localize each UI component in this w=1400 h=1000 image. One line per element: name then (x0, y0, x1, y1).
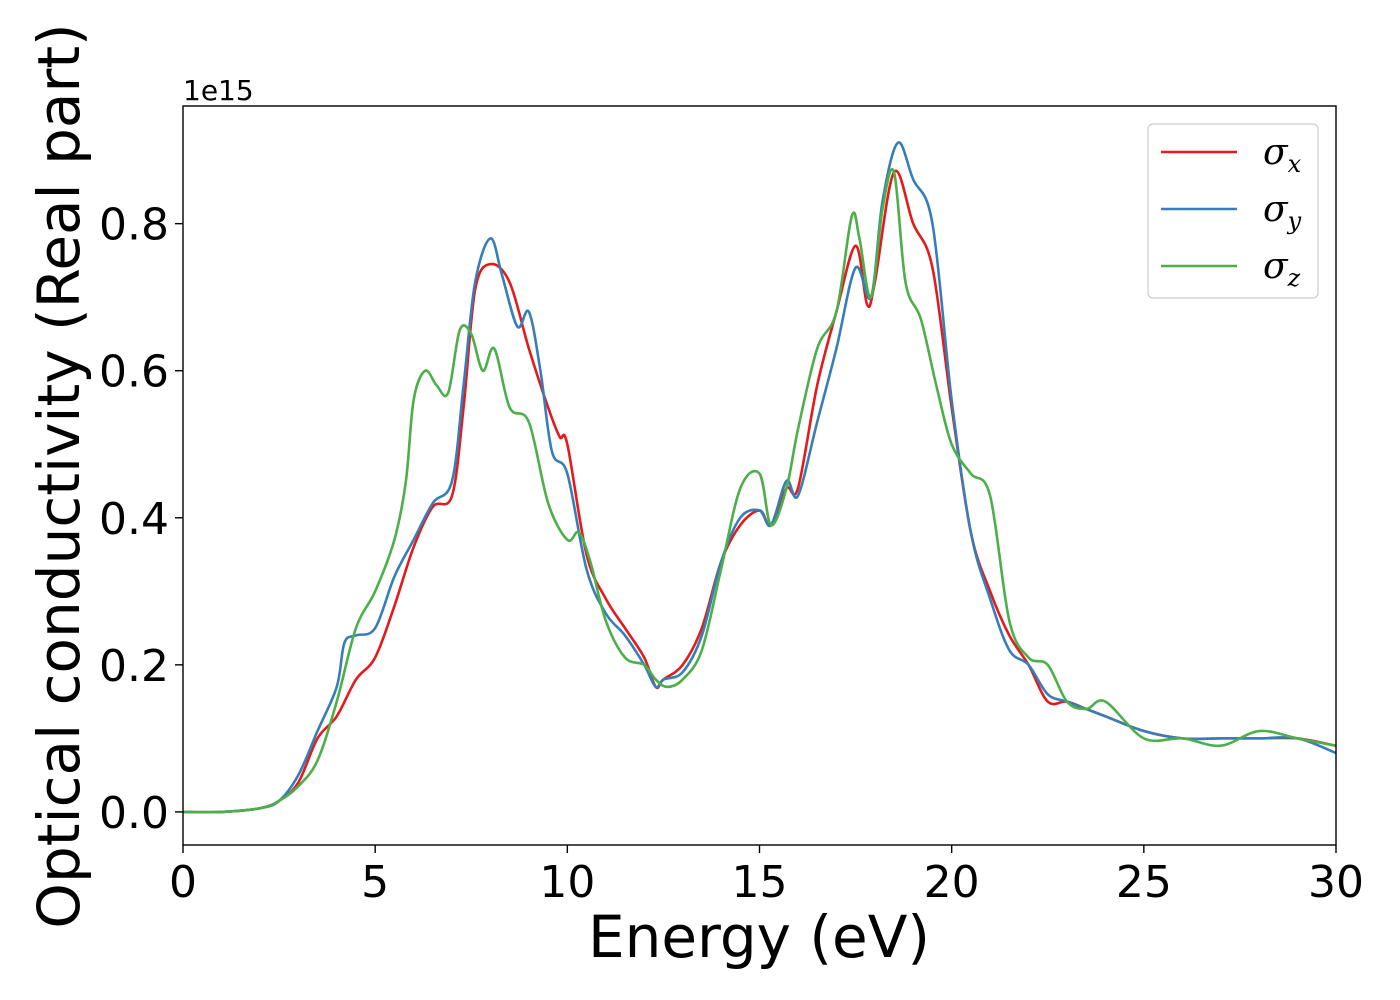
y-axis: 0.0 0.2 0.4 0.6 0.8 (99, 200, 183, 839)
x-tick-label: 10 (539, 857, 595, 908)
y-tick-label: 0.4 (99, 494, 169, 545)
y-tick-label: 0.2 (99, 641, 169, 692)
legend-label-x: σx (1263, 132, 1302, 178)
x-tick-label: 20 (924, 857, 980, 908)
y-axis-title: Optical conductivity (Real part) (25, 23, 93, 928)
x-tick-label: 15 (732, 857, 788, 908)
series-layer (182, 141, 1337, 814)
x-tick-label: 30 (1308, 857, 1364, 908)
legend-box (1147, 123, 1319, 299)
series-line-z (182, 168, 1337, 814)
y-tick-label: 0.6 (99, 347, 169, 398)
series-line-y (182, 141, 1337, 814)
x-axis-title: Energy (eV) (588, 903, 930, 971)
y-offset-label: 1e15 (183, 74, 254, 107)
x-tick-label: 5 (361, 857, 389, 908)
y-tick-label: 0.0 (99, 788, 169, 839)
x-tick-label: 25 (1116, 857, 1172, 908)
y-tick-label: 0.8 (99, 200, 169, 251)
x-tick-label: 0 (169, 857, 197, 908)
x-axis: 0 5 10 15 20 25 30 (169, 845, 1364, 908)
